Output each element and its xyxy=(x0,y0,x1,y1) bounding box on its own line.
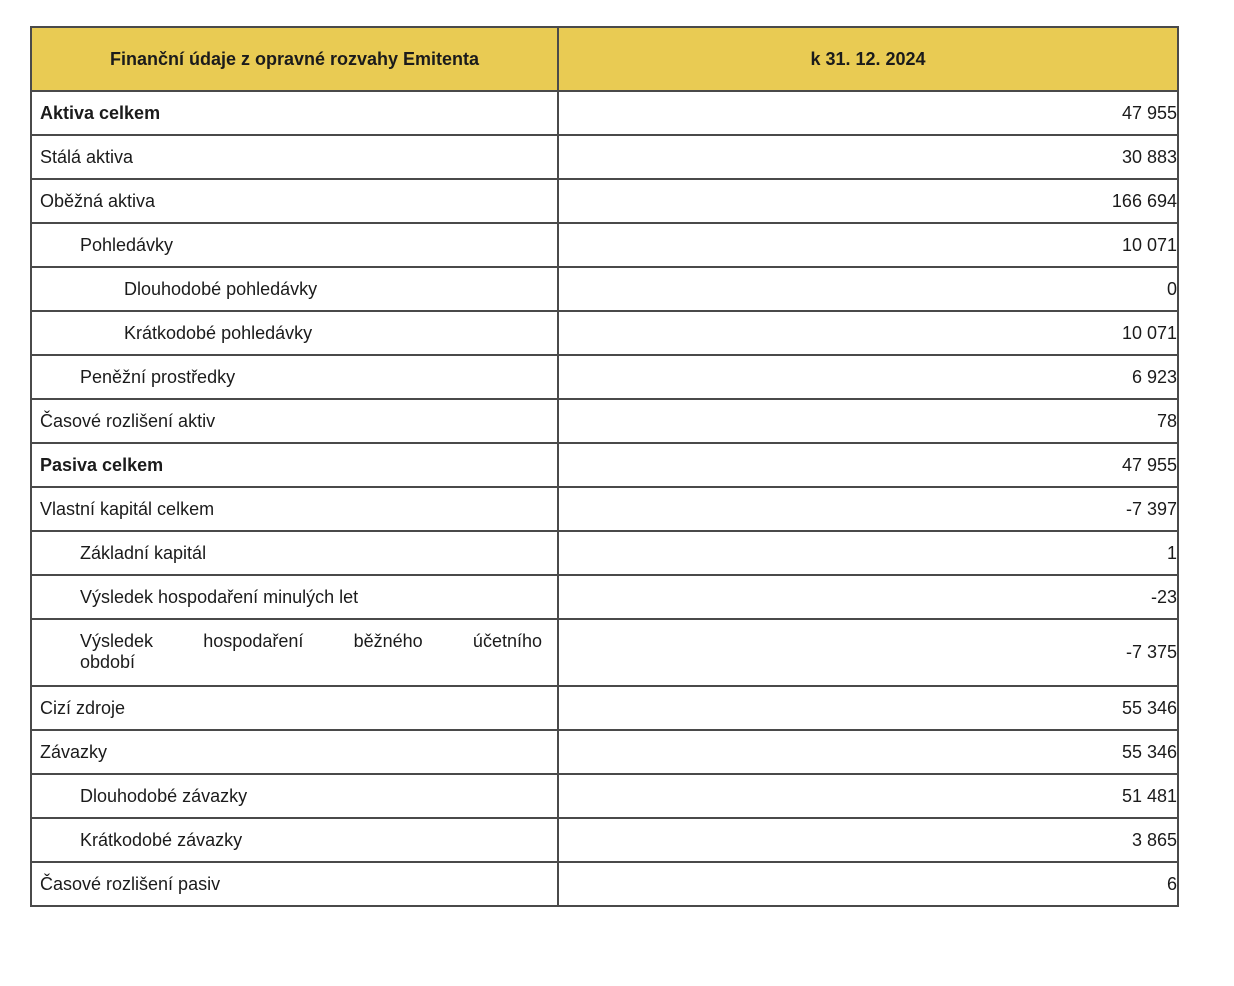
row-label: Vlastní kapitál celkem xyxy=(40,498,215,519)
table-row: Závazky 55 346 xyxy=(30,729,1179,775)
table-row: Časové rozlišení pasiv 6 xyxy=(30,861,1179,907)
row-label: Dlouhodobé závazky xyxy=(80,785,248,806)
row-value: 0 xyxy=(557,266,1179,312)
row-label: Aktiva celkem xyxy=(40,102,161,123)
row-label: Výsledek hospodaření minulých let xyxy=(80,586,359,607)
row-value: 30 883 xyxy=(557,134,1179,180)
table-row: Pohledávky 10 071 xyxy=(30,222,1179,268)
table-header-row: Finanční údaje z opravné rozvahy Emitent… xyxy=(30,26,1179,92)
row-value: 6 xyxy=(557,861,1179,907)
row-value: 166 694 xyxy=(557,178,1179,224)
row-label: Výsledek hospodaření běžného účetního ob… xyxy=(80,631,542,672)
table-row: Základní kapitál 1 xyxy=(30,530,1179,576)
row-label: Základní kapitál xyxy=(80,542,207,563)
row-label: Krátkodobé závazky xyxy=(80,829,243,850)
table-row: Cizí zdroje 55 346 xyxy=(30,685,1179,731)
table-row: Výsledek hospodaření minulých let -23 xyxy=(30,574,1179,620)
header-date-cell: k 31. 12. 2024 xyxy=(557,26,1179,92)
table-row: Krátkodobé pohledávky 10 071 xyxy=(30,310,1179,356)
row-label: Dlouhodobé pohledávky xyxy=(124,278,318,299)
financial-table: Finanční údaje z opravné rozvahy Emitent… xyxy=(30,26,1179,907)
table-row: Pasiva celkem 47 955 xyxy=(30,442,1179,488)
table-row: Krátkodobé závazky 3 865 xyxy=(30,817,1179,863)
row-label: Krátkodobé pohledávky xyxy=(124,322,313,343)
row-value: 10 071 xyxy=(557,310,1179,356)
table-row: Peněžní prostředky 6 923 xyxy=(30,354,1179,400)
row-label: Stálá aktiva xyxy=(40,146,134,167)
row-value: 47 955 xyxy=(557,442,1179,488)
row-value: 55 346 xyxy=(557,685,1179,731)
table-row: Dlouhodobé závazky 51 481 xyxy=(30,773,1179,819)
row-value: -7 397 xyxy=(557,486,1179,532)
row-value: 47 955 xyxy=(557,90,1179,136)
row-value: 6 923 xyxy=(557,354,1179,400)
table-row: Časové rozlišení aktiv 78 xyxy=(30,398,1179,444)
table-body: Aktiva celkem 47 955 Stálá aktiva 30 883… xyxy=(30,90,1179,907)
table-row: Výsledek hospodaření běžného účetního ob… xyxy=(30,618,1179,687)
row-value: 51 481 xyxy=(557,773,1179,819)
row-value: 3 865 xyxy=(557,817,1179,863)
row-value: 1 xyxy=(557,530,1179,576)
row-label: Časové rozlišení pasiv xyxy=(40,873,221,894)
row-label: Pohledávky xyxy=(80,234,174,255)
row-value: 78 xyxy=(557,398,1179,444)
row-value: 10 071 xyxy=(557,222,1179,268)
header-title-cell: Finanční údaje z opravné rozvahy Emitent… xyxy=(30,26,559,92)
row-label: Cizí zdroje xyxy=(40,697,126,718)
row-label: Peněžní prostředky xyxy=(80,366,236,387)
table-row: Oběžná aktiva 166 694 xyxy=(30,178,1179,224)
table-row: Stálá aktiva 30 883 xyxy=(30,134,1179,180)
table-row: Aktiva celkem 47 955 xyxy=(30,90,1179,136)
table-row: Dlouhodobé pohledávky 0 xyxy=(30,266,1179,312)
row-label: Závazky xyxy=(40,741,108,762)
table-row: Vlastní kapitál celkem -7 397 xyxy=(30,486,1179,532)
row-value: -7 375 xyxy=(557,618,1179,687)
row-label: Pasiva celkem xyxy=(40,454,164,475)
row-label: Oběžná aktiva xyxy=(40,190,156,211)
row-value: 55 346 xyxy=(557,729,1179,775)
row-value: -23 xyxy=(557,574,1179,620)
row-label: Časové rozlišení aktiv xyxy=(40,410,216,431)
